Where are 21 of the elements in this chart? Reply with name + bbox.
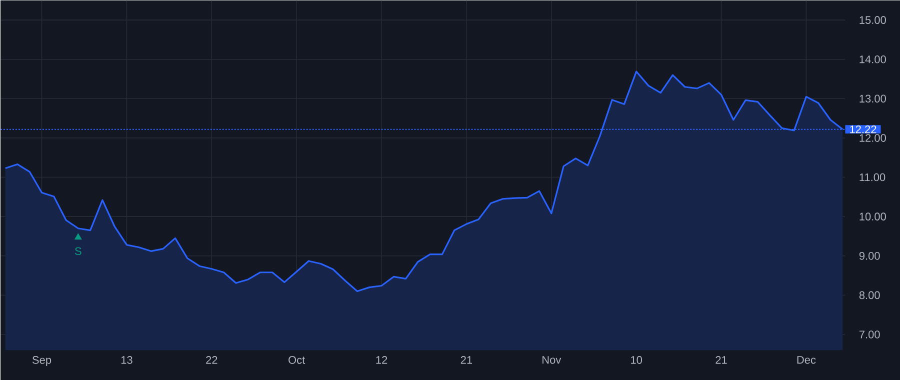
- y-tick-label: 11.00: [860, 173, 886, 182]
- y-tick-label: 10.00: [860, 212, 886, 220]
- y-tick-label: 9.00: [859, 252, 880, 260]
- x-tick-label: Oct: [288, 356, 306, 364]
- y-tick-label: 15.00: [860, 16, 886, 24]
- x-tick-label: 10: [631, 356, 642, 364]
- y-tick-label: 12.00: [860, 134, 886, 142]
- x-tick-label: Sep: [32, 356, 52, 366]
- x-tick-label: Dec: [797, 356, 816, 364]
- y-tick-label: 7.00: [859, 330, 880, 338]
- x-tick-label: 13: [121, 356, 132, 364]
- y-tick-label: 8.00: [859, 291, 880, 299]
- x-tick-label: Nov: [542, 356, 562, 364]
- x-tick-label: 21: [460, 356, 472, 364]
- x-tick-label: 12: [376, 356, 388, 364]
- y-tick-label: 13.00: [860, 94, 886, 102]
- series-label: S: [74, 247, 82, 255]
- x-tick-label: 22: [206, 356, 218, 364]
- ref-line-label: 12.22: [850, 125, 876, 134]
- y-tick-label: 14.00: [860, 55, 886, 64]
- x-tick-label: 21: [716, 356, 727, 364]
